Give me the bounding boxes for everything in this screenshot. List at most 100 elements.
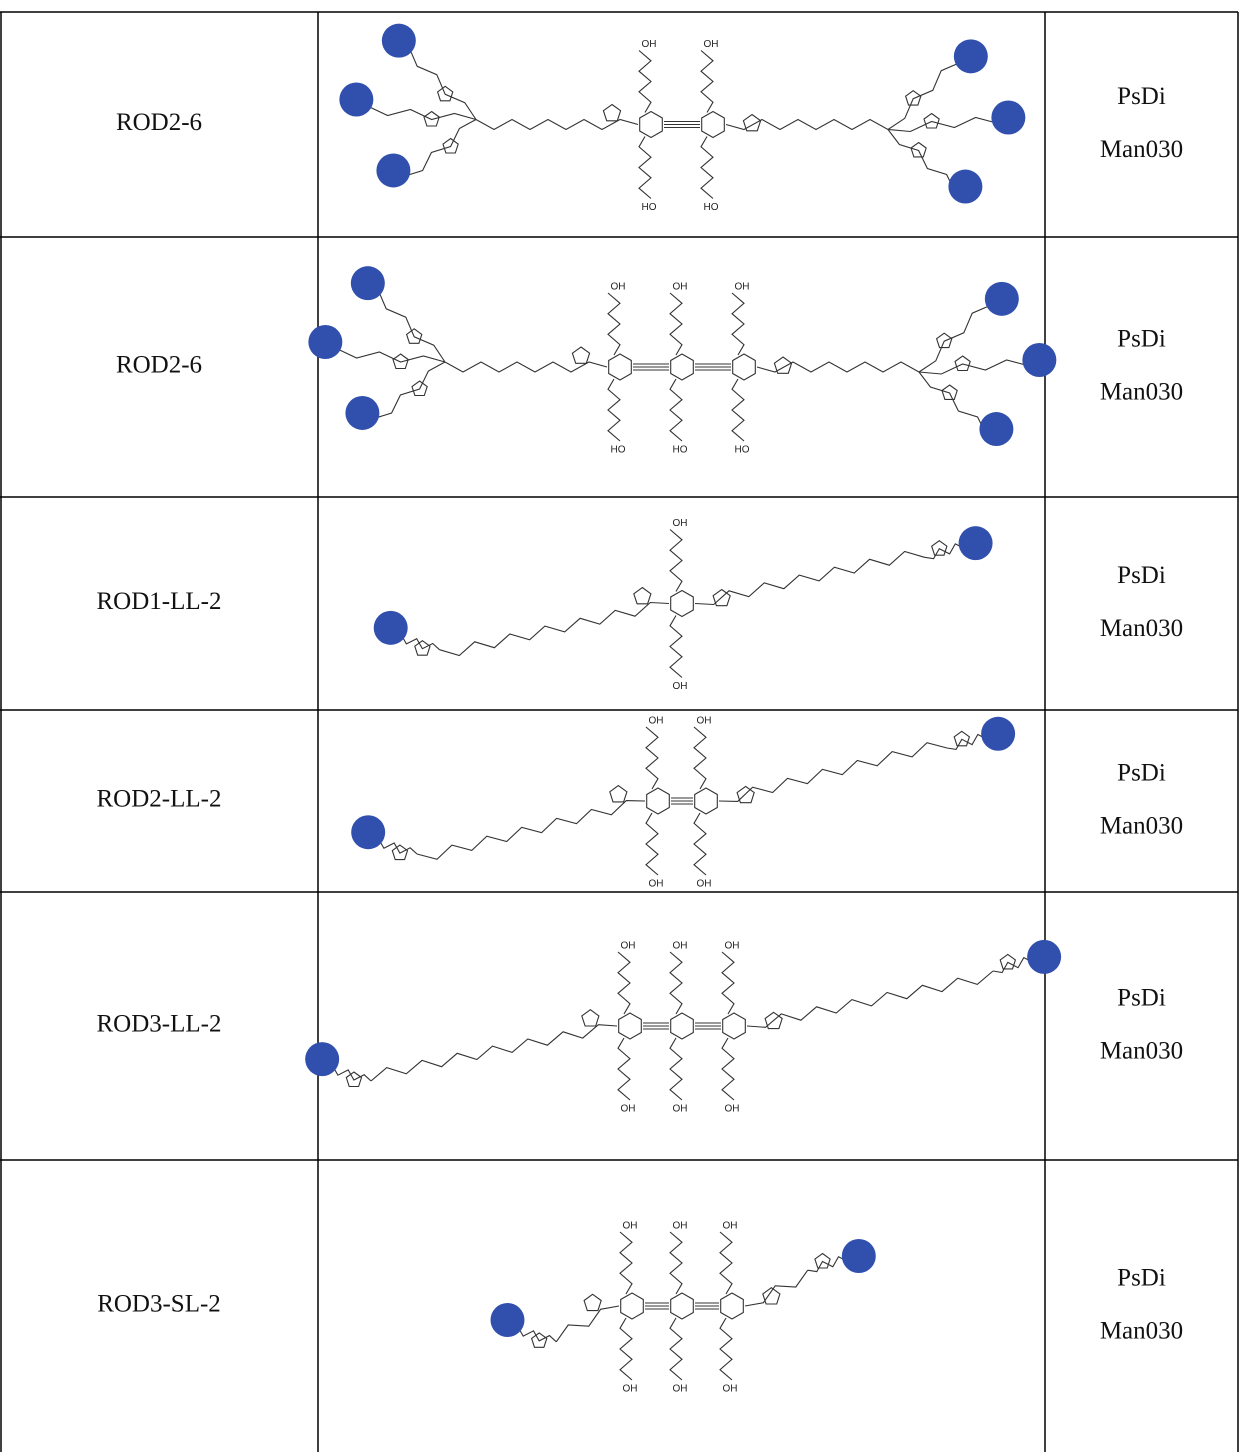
triazole-ring (411, 380, 428, 397)
benzene-ring (701, 110, 725, 139)
compound-name: ROD2-LL-2 (97, 786, 222, 813)
molecule: OH HO OH HO (339, 23, 1026, 213)
glycol-chain (721, 951, 735, 1015)
atom-label: OH (642, 39, 657, 50)
triazole-ring (405, 328, 423, 344)
triazole-ring (609, 784, 628, 803)
mannose-sphere (1027, 939, 1062, 974)
source-label: Man030 (1100, 813, 1183, 840)
glycol-chain (669, 951, 683, 1015)
mannose-sphere (381, 23, 416, 58)
triazole-ring (764, 1011, 783, 1030)
triazole-ring (391, 844, 409, 861)
triazole-ring (414, 640, 431, 656)
glycol-chain (693, 726, 707, 790)
linker-chain (918, 359, 1030, 375)
linker-chain (416, 800, 646, 860)
linker-chain (756, 361, 920, 373)
glycol-chain (669, 378, 683, 442)
benzene-ring (670, 353, 694, 381)
source-label: Man030 (1100, 379, 1183, 406)
linker-chain (744, 1269, 809, 1307)
triazole-ring (935, 332, 953, 349)
glycol-chain (693, 812, 707, 876)
glycol-chain (669, 1037, 683, 1101)
glycol-chain (617, 951, 631, 1015)
atom-label: OH (723, 1221, 738, 1232)
linker-chain (746, 970, 994, 1028)
source-label: Man030 (1100, 1318, 1183, 1345)
triazole-ring (530, 1332, 548, 1348)
linker-chain (946, 733, 989, 751)
source-label: PsDi (1117, 1265, 1166, 1292)
compound-name: ROD2-6 (116, 109, 202, 136)
glycol-chain (719, 1231, 733, 1295)
glycol-chain (638, 136, 652, 199)
atom-label: OH (673, 681, 688, 692)
linker-chain (444, 361, 608, 373)
benzene-ring (670, 1012, 694, 1040)
benzene-ring (670, 589, 694, 618)
triazole-ring (742, 113, 762, 132)
linker-chain (517, 1325, 557, 1343)
linker-chain (725, 118, 889, 131)
benzene-ring (732, 353, 756, 381)
glycol-chain (669, 529, 683, 592)
linker-chain (718, 742, 948, 802)
atom-label: OH (697, 879, 712, 890)
linker-chain (408, 46, 477, 120)
benzene-ring (646, 787, 670, 815)
triazole-ring (931, 540, 948, 556)
triazole-ring (712, 588, 731, 607)
atom-label: OH (725, 941, 740, 952)
atom-label: OH (673, 1104, 688, 1115)
glycol-chain (607, 292, 621, 356)
source-label: PsDi (1117, 326, 1166, 353)
atom-label: OH (704, 39, 719, 50)
compound-name: ROD3-LL-2 (97, 1011, 222, 1038)
atom-label: OH (623, 1384, 638, 1395)
mannose-sphere (984, 281, 1019, 316)
atom-label: HO (673, 445, 688, 456)
linker-chain (439, 601, 670, 657)
mannose-sphere (1022, 342, 1057, 377)
molecule: OH OH OH OH OH OH (490, 1221, 876, 1395)
glycol-chain (721, 1037, 735, 1101)
atom-label: OH (649, 716, 664, 727)
atom-label: OH (725, 1104, 740, 1115)
linker-chain (555, 1305, 620, 1343)
compound-name: ROD2-6 (116, 352, 202, 379)
molecule: OH OH (373, 518, 993, 692)
atom-label: OH (735, 282, 750, 293)
glycol-chain (731, 378, 745, 442)
linker-chain (366, 105, 477, 121)
triazole-ring (581, 1009, 600, 1027)
linker-chain (887, 116, 999, 133)
linker-chain (335, 347, 446, 363)
atom-label: OH (697, 716, 712, 727)
source-label: Man030 (1100, 136, 1183, 163)
triazole-ring (392, 353, 409, 370)
triazole-ring (442, 137, 459, 154)
compound-name: ROD3-SL-2 (97, 1291, 221, 1318)
linker-chain (370, 1024, 618, 1082)
glycol-chain (617, 1037, 631, 1101)
benzene-ring (722, 1012, 746, 1040)
glycol-chain (700, 50, 714, 113)
atom-label: OH (623, 1221, 638, 1232)
linker-chain (403, 119, 477, 178)
source-label: PsDi (1117, 83, 1166, 110)
glycol-chain (619, 1317, 633, 1381)
linker-chain (400, 633, 440, 651)
triazole-ring (633, 586, 652, 605)
compound-name: ROD1-LL-2 (97, 588, 222, 615)
atom-label: OH (673, 282, 688, 293)
source-label: PsDi (1117, 562, 1166, 589)
mannose-sphere (308, 325, 343, 360)
linker-chain (377, 837, 418, 855)
triazole-ring (923, 112, 940, 129)
linker-chain (377, 288, 446, 363)
glycol-chain (607, 378, 621, 442)
benzene-ring (720, 1292, 744, 1320)
atom-label: HO (611, 445, 626, 456)
